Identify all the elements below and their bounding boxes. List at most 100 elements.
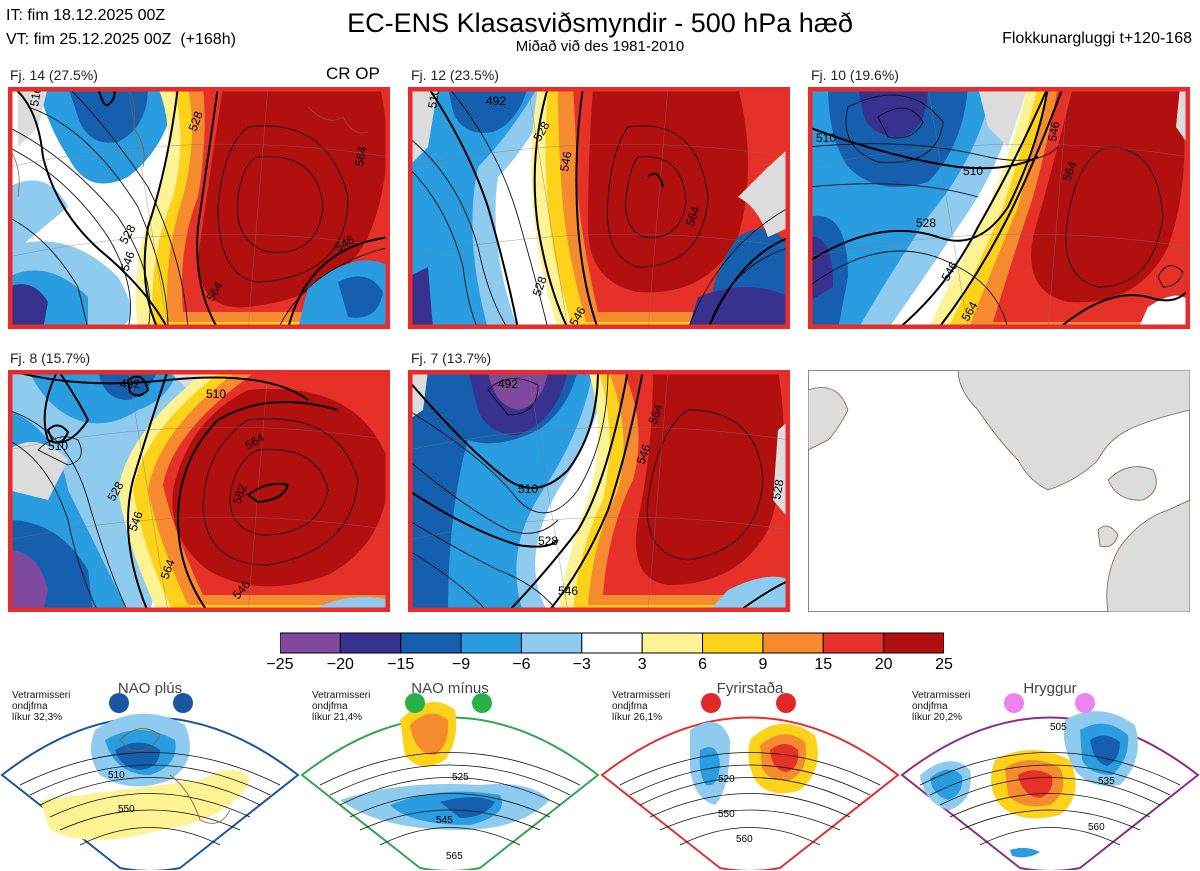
contour-label: 510 (816, 131, 836, 145)
regime-dot-marker (173, 693, 193, 713)
valid-time: VT: fim 25.12.2025 00Z (+168h) (6, 31, 236, 48)
regime-dot-marker (405, 693, 425, 713)
contour-label: 564 (646, 402, 666, 426)
colorbar-swatch (702, 632, 764, 654)
panel-label-4: Fj. 8 (15.7%) (10, 350, 91, 366)
regime-contour-label: 560 (1088, 822, 1105, 833)
regime-nao-minus: NAO mínus Vetrarmisseri ondjfma líkur 21… (300, 680, 600, 870)
contour-label: 492 (498, 377, 518, 391)
colorbar-tick-label: 3 (637, 656, 647, 673)
colorbar-tick-label: −15 (387, 656, 415, 673)
regime-blocking: Fyrirstaða Vetrarmisseri ondjfma líkur 2… (600, 680, 900, 870)
contour-label: 510 (425, 87, 442, 109)
contour-label: 492 (120, 377, 140, 391)
regime-dot-marker (701, 693, 721, 713)
colorbar-swatches (279, 632, 945, 654)
colorbar-tick-label: 15 (814, 656, 833, 673)
regime-contour-label: 565 (446, 851, 463, 862)
colorbar-swatch (581, 632, 643, 654)
regime-contour-label: 535 (1098, 776, 1115, 787)
colorbar-swatch (883, 632, 945, 654)
cluster-map-5: 492 510 528 546 564 546 528 (408, 370, 790, 612)
regime-info: Vetrarmisseri ondjfma líkur 20,2% (912, 690, 971, 723)
contour-label: 528 (769, 478, 786, 500)
regime-dot-marker (109, 693, 129, 713)
contour-label: 564 (158, 557, 178, 581)
contour-label: 546 (558, 584, 578, 598)
regime-info: Vetrarmisseri ondjfma líkur 21,4% (312, 690, 371, 723)
regime-dot-marker (472, 693, 492, 713)
panel-tag-cr-op: CR OP (326, 64, 380, 83)
classification-window: Flokkunargluggi t+120-168 (1002, 30, 1192, 47)
regime-contour-label: 545 (436, 815, 453, 826)
colorbar-swatch (822, 632, 885, 654)
empty-base-map (808, 370, 1190, 612)
colorbar-tick-label: −9 (451, 656, 471, 673)
contour-label: 564 (352, 145, 369, 167)
cluster-map-4: 510 492 510 528 546 564 582 564 546 (8, 370, 390, 612)
cluster-map-3: 510 510 528 546 564 546 564 (808, 87, 1190, 329)
colorbar (279, 632, 945, 659)
regime-title: NAO mínus (411, 680, 489, 697)
regime-title: Hryggur (1023, 680, 1077, 697)
regime-title: Fyrirstaða (716, 680, 784, 697)
contour-label: 546 (126, 509, 146, 533)
contour-label: 528 (530, 274, 550, 298)
contour-label: 528 (538, 534, 558, 548)
contour-label: 582 (230, 482, 250, 506)
contour-label: 564 (1060, 159, 1080, 183)
page-title: EC-ENS Klasasviðsmyndir - 500 hPa hæð (347, 8, 853, 38)
colorbar-tick-label: 6 (698, 656, 707, 673)
contour-label: 528 (916, 216, 936, 230)
regime-contour-label: 520 (718, 774, 735, 785)
contour-label: 510 (518, 482, 538, 496)
page-subtitle: Miðað við des 1981-2010 (515, 38, 685, 55)
colorbar-swatch (520, 632, 583, 654)
contour-label: 528 (186, 109, 206, 133)
contour-label: 510 (206, 387, 226, 401)
regime-dot-marker (1004, 693, 1024, 713)
cluster-map-2: 492 510 528 546 564 528 546 (408, 87, 790, 329)
regime-contour-label: 525 (452, 772, 469, 783)
regime-title: NAO plús (117, 680, 183, 697)
colorbar-swatch (762, 632, 824, 654)
init-time: IT: fim 18.12.2025 00Z (6, 7, 166, 24)
panel-label-3: Fj. 10 (19.6%) (811, 67, 899, 83)
contour-label: 546 (634, 442, 654, 466)
regime-dot-marker (1075, 693, 1095, 713)
colorbar-tick-label: −3 (572, 656, 591, 673)
regime-dot-marker (776, 693, 796, 713)
contour-label: 546 (557, 150, 574, 172)
contour-label: 492 (486, 94, 506, 108)
regime-contour-label: 560 (736, 834, 753, 845)
colorbar-swatch (460, 632, 522, 654)
regime-info: Vetrarmisseri ondjfma líkur 26,1% (612, 690, 671, 723)
contour-label: 510 (27, 87, 44, 108)
contour-label: 546 (1045, 120, 1062, 142)
colorbar-swatch (641, 632, 704, 654)
regime-contour-label: 505 (1050, 722, 1067, 733)
contour-label: 510 (48, 439, 68, 453)
panel-label-2: Fj. 12 (23.5%) (411, 67, 499, 83)
colorbar-swatch (279, 632, 341, 654)
regime-ridge: Hryggur Vetrarmisseri ondjfma líkur 20,2… (900, 680, 1200, 870)
contour-label: 510 (963, 164, 983, 178)
colorbar-swatch (400, 632, 462, 654)
contour-label: 546 (118, 249, 138, 273)
regime-info: Vetrarmisseri ondjfma líkur 32,3% (12, 690, 71, 723)
regime-nao-plus: NAO plús Vetrarmisseri ondjfma líkur 32,… (0, 680, 300, 870)
regime-contour-label: 510 (108, 770, 125, 781)
contour-label: 564 (683, 204, 703, 228)
colorbar-tick-label: −20 (326, 656, 354, 673)
colorbar-tick-label: −25 (266, 656, 294, 673)
colorbar-tick-label: 25 (935, 656, 953, 673)
colorbar-tick-label: −6 (512, 656, 531, 673)
colorbar-tick-label: 9 (758, 656, 768, 673)
regime-contour-label: 550 (118, 804, 135, 815)
colorbar-swatch (339, 632, 402, 654)
cluster-map-1: 510 528 546 564 546 564 528 (8, 87, 390, 329)
regime-contour-label: 550 (718, 809, 735, 820)
panel-label-1: Fj. 14 (27.5%) (10, 67, 98, 83)
colorbar-tick-label: 20 (874, 656, 893, 673)
panel-label-5: Fj. 7 (13.7%) (411, 350, 492, 366)
